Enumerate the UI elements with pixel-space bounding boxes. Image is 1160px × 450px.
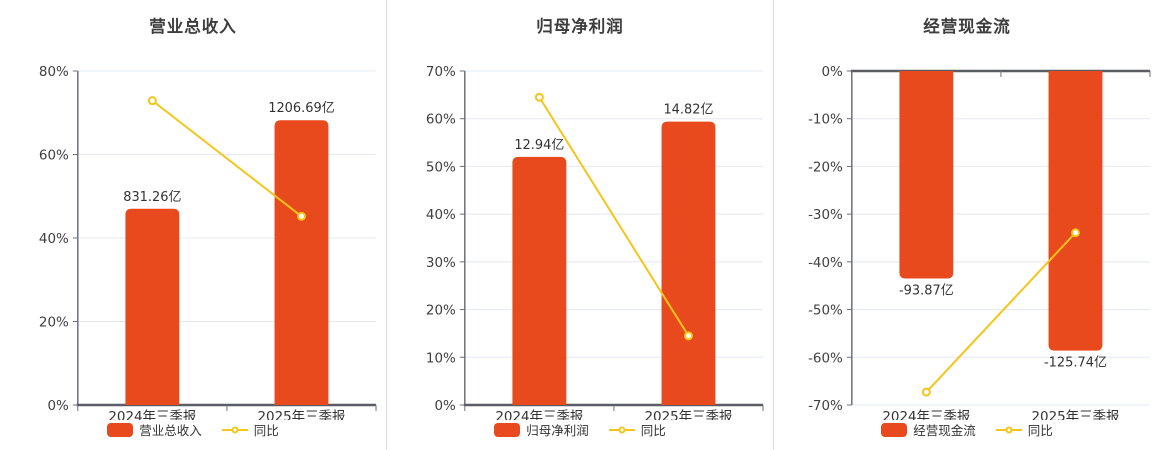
- legend-label-yoy: 同比: [1027, 423, 1053, 438]
- x-category-label: 2025年三季报: [644, 409, 732, 420]
- y-tick-label: 60%: [39, 147, 69, 163]
- chart-panel-net-profit: 归母净利润 0% 10% 20% 30% 40% 50% 60% 70% 12.94亿 14.82…: [386, 0, 773, 450]
- yoy-data-point[interactable]: [534, 92, 544, 102]
- y-tick-label: 50%: [426, 159, 456, 175]
- y-tick-label: 0%: [47, 398, 69, 414]
- chart-title-operating-cashflow: 经营现金流: [923, 17, 1011, 36]
- legend-label-profit: 归母净利润: [526, 423, 589, 438]
- legend-label-cashflow: 经营现金流: [913, 423, 976, 438]
- bar-2025年三季报[interactable]: [661, 121, 716, 405]
- y-tick-label: -70%: [808, 398, 843, 414]
- bar-swatch-icon: [494, 422, 521, 437]
- chart-legend-operating-cashflow: 经营现金流 同比: [774, 420, 1160, 450]
- y-tick-label: -20%: [808, 159, 843, 175]
- bar-2024年三季报[interactable]: [125, 208, 180, 405]
- legend-label-yoy: 同比: [640, 423, 666, 438]
- y-tick-label: 30%: [426, 255, 456, 271]
- x-category-label: 2024年三季报: [882, 409, 970, 420]
- bar-2024年三季报[interactable]: [899, 71, 954, 279]
- legend-item-yoy-line[interactable]: 同比: [995, 420, 1053, 439]
- legend-item-yoy-line[interactable]: 同比: [608, 420, 666, 439]
- legend-item-revenue-bar[interactable]: 营业总收入: [107, 420, 202, 439]
- chart-legend-total-revenue: 营业总收入 同比: [0, 420, 386, 450]
- yoy-data-point[interactable]: [921, 387, 931, 397]
- bar-swatch-icon: [881, 422, 908, 437]
- bar-2025年三季报[interactable]: [1048, 71, 1103, 351]
- bar-value-label: 1206.69亿: [268, 101, 335, 116]
- yoy-data-point[interactable]: [683, 331, 693, 341]
- line-marker-icon: [221, 426, 248, 433]
- y-tick-label: 40%: [426, 207, 456, 223]
- bar-2025年三季报[interactable]: [274, 120, 329, 405]
- chart-panel-total-revenue: 营业总收入 0% 20% 40% 60% 80% 831.26亿 1206.69亿 2024年…: [0, 0, 386, 450]
- chart-title-net-profit: 归母净利润: [536, 17, 624, 36]
- chart-panel-operating-cashflow: 经营现金流 0% -10% -20% -30% -40% -50% -60% -70% -93.…: [773, 0, 1160, 450]
- y-tick-label: 10%: [426, 350, 456, 366]
- chart-title-total-revenue: 营业总收入: [149, 17, 237, 36]
- total-revenue-chart: 0% 20% 40% 60% 80% 831.26亿 1206.69亿 2024年三季报 202…: [39, 64, 377, 420]
- bar-value-label: 831.26亿: [123, 190, 181, 205]
- y-tick-label: -50%: [808, 303, 843, 319]
- legend-item-cashflow-bar[interactable]: 经营现金流: [881, 420, 976, 439]
- net-profit-chart: 0% 10% 20% 30% 40% 50% 60% 70% 12.94亿 14.82亿 2024年…: [426, 64, 764, 420]
- operating-cashflow-chart: 0% -10% -20% -30% -40% -50% -60% -70% -93.87亿 -12…: [808, 64, 1151, 420]
- y-tick-label: 0%: [821, 64, 843, 80]
- line-marker-icon: [608, 426, 635, 433]
- y-tick-label: 20%: [39, 314, 69, 330]
- y-tick-label: 20%: [426, 303, 456, 319]
- x-category-label: 2025年三季报: [257, 409, 345, 420]
- yoy-data-point[interactable]: [1070, 228, 1080, 238]
- x-category-label: 2024年三季报: [495, 409, 583, 420]
- y-tick-label: -40%: [808, 255, 843, 271]
- legend-item-yoy-line[interactable]: 同比: [221, 420, 279, 439]
- yoy-data-point[interactable]: [147, 96, 157, 106]
- legend-label-revenue: 营业总收入: [139, 423, 202, 438]
- y-tick-label: -10%: [808, 112, 843, 128]
- yoy-line: [925, 232, 1077, 393]
- yoy-data-point[interactable]: [296, 211, 306, 221]
- legend-label-yoy: 同比: [253, 423, 279, 438]
- y-tick-label: -30%: [808, 207, 843, 223]
- x-category-label: 2025年三季报: [1031, 409, 1119, 420]
- chart-legend-net-profit: 归母净利润 同比: [387, 420, 773, 450]
- y-tick-label: 60%: [426, 112, 456, 128]
- line-marker-icon: [995, 426, 1022, 433]
- bar-value-label: -125.74亿: [1044, 356, 1107, 371]
- y-tick-label: 80%: [39, 64, 69, 80]
- bar-2024年三季报[interactable]: [512, 156, 567, 405]
- y-tick-label: 0%: [434, 398, 456, 414]
- bar-value-label: 14.82亿: [663, 103, 713, 118]
- y-tick-label: -60%: [808, 350, 843, 366]
- bar-swatch-icon: [107, 422, 134, 437]
- legend-item-profit-bar[interactable]: 归母净利润: [494, 420, 589, 439]
- bar-value-label: -93.87亿: [899, 284, 954, 299]
- yoy-line: [538, 96, 690, 337]
- y-tick-label: 40%: [39, 231, 69, 247]
- x-category-label: 2024年三季报: [108, 409, 196, 420]
- bar-value-label: 12.94亿: [514, 138, 564, 153]
- y-tick-label: 70%: [426, 64, 456, 80]
- yoy-line: [151, 99, 303, 218]
